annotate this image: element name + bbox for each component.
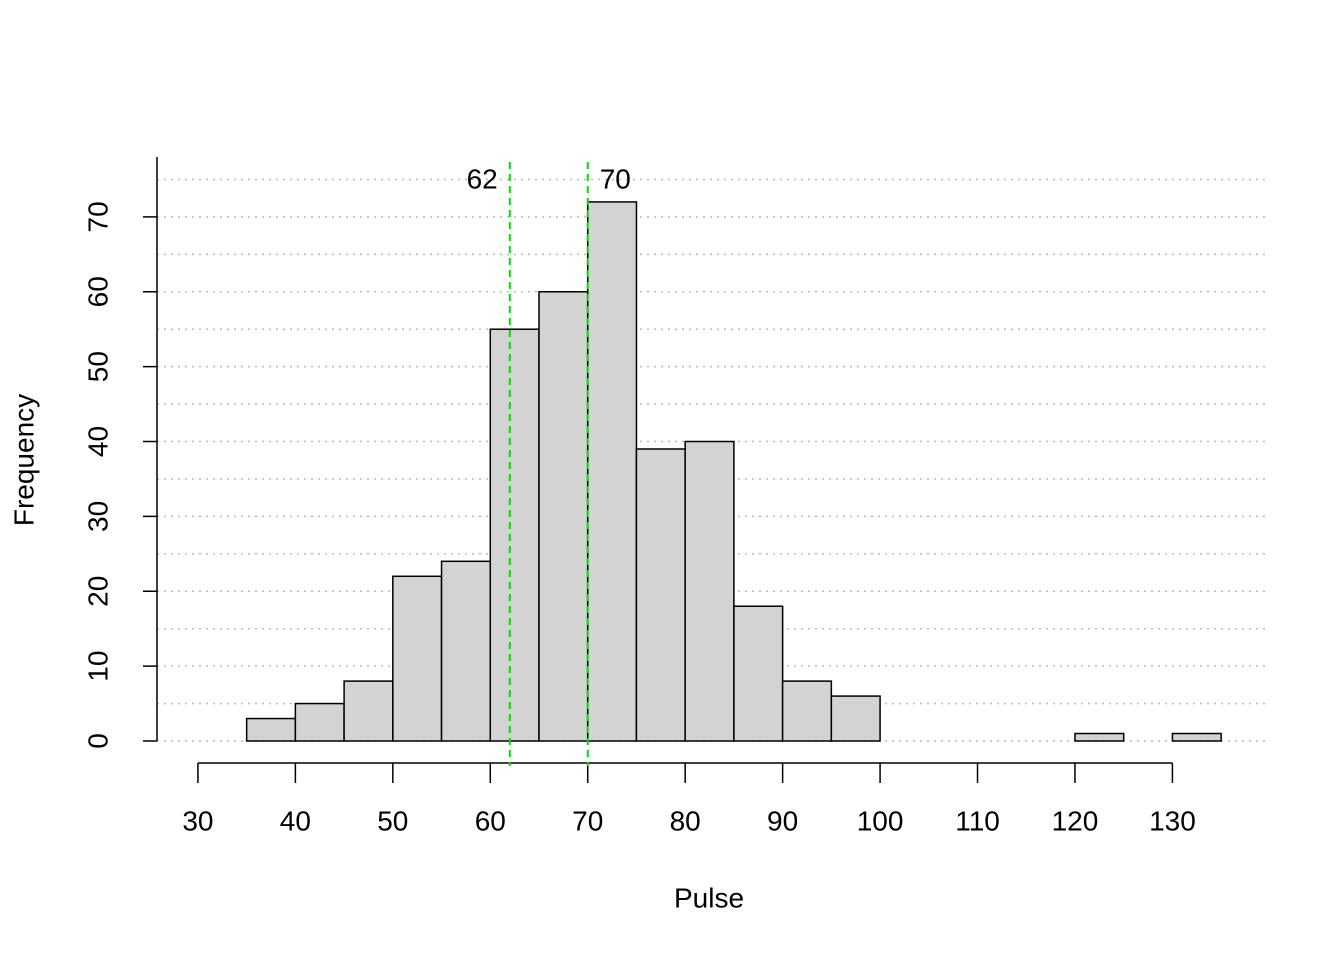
bar <box>781 680 833 742</box>
x-tick-label: 100 <box>857 805 904 836</box>
bar <box>392 575 443 742</box>
bar <box>733 605 784 742</box>
reference-label: 70 <box>600 163 631 194</box>
bar <box>1074 732 1125 742</box>
y-tick-label: 30 <box>82 501 113 532</box>
bar <box>245 717 297 742</box>
x-tick-label: 110 <box>955 805 1000 836</box>
bar <box>830 695 881 742</box>
y-tick-label: 0 <box>82 733 113 749</box>
x-axis-label: Pulse <box>674 882 744 913</box>
reference-label: 62 <box>467 163 498 194</box>
bar <box>343 680 394 742</box>
y-tick-label: 70 <box>82 201 113 232</box>
bar <box>294 702 345 742</box>
x-tick-label: 30 <box>182 805 213 836</box>
bar <box>586 201 638 742</box>
y-tick-label: 40 <box>82 426 113 457</box>
y-axis-label: Frequency <box>8 394 39 526</box>
bar <box>1171 732 1222 742</box>
bar <box>538 291 589 742</box>
y-tick-label: 20 <box>82 576 113 607</box>
x-tick-label: 70 <box>572 805 603 836</box>
x-tick-label: 60 <box>475 805 506 836</box>
bar <box>684 440 735 742</box>
y-tick-label: 60 <box>82 276 113 307</box>
bar <box>635 448 686 742</box>
x-tick-label: 40 <box>280 805 311 836</box>
y-tick-label: 10 <box>82 651 113 682</box>
bar <box>440 560 492 742</box>
x-tick-label: 80 <box>670 805 701 836</box>
bar <box>489 328 540 742</box>
x-tick-label: 130 <box>1149 805 1196 836</box>
y-tick-label: 50 <box>82 351 113 382</box>
x-tick-label: 120 <box>1052 805 1099 836</box>
x-tick-label: 90 <box>767 805 798 836</box>
x-tick-label: 50 <box>377 805 408 836</box>
